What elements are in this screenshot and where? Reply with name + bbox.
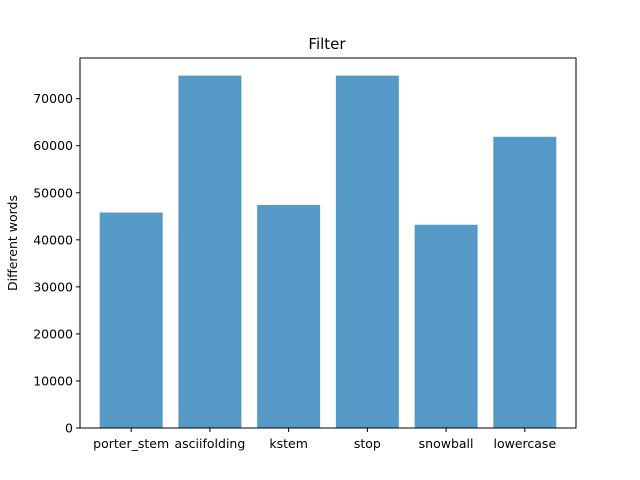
y-tick-label: 10000: [33, 373, 73, 388]
y-tick-label: 60000: [33, 138, 73, 153]
x-tick-label-porter-stem: porter_stem: [93, 436, 169, 451]
y-tick-label: 50000: [33, 185, 73, 200]
x-tick-label-kstem: kstem: [269, 436, 308, 451]
x-tick-label-lowercase: lowercase: [494, 436, 557, 451]
x-ticks-group: porter_stem asciifolding kstem stop snowball…: [93, 428, 556, 451]
y-tick-label: 70000: [33, 91, 73, 106]
x-tick-label-snowball: snowball: [419, 436, 474, 451]
y-ticks-group: 0 10000 20000 30000 40000 50000 60000 70000: [33, 91, 80, 436]
chart-title: Filter: [308, 35, 346, 53]
x-tick-label-stop: stop: [354, 436, 381, 451]
bar-stop: [335, 75, 399, 428]
bar-asciifolding: [178, 75, 242, 428]
bars-group: [99, 75, 557, 428]
y-tick-label: 40000: [33, 232, 73, 247]
plot-frame: [79, 57, 577, 429]
bar-kstem: [257, 204, 321, 428]
bar-lowercase: [493, 136, 557, 428]
y-tick-label: 0: [65, 421, 73, 436]
y-tick-label: 30000: [33, 279, 73, 294]
bar-snowball: [414, 224, 478, 428]
bar-porter-stem: [99, 212, 163, 428]
x-tick-label-asciifolding: asciifolding: [175, 436, 246, 451]
y-axis-label: Different words: [5, 195, 20, 291]
y-tick-label: 20000: [33, 326, 73, 341]
